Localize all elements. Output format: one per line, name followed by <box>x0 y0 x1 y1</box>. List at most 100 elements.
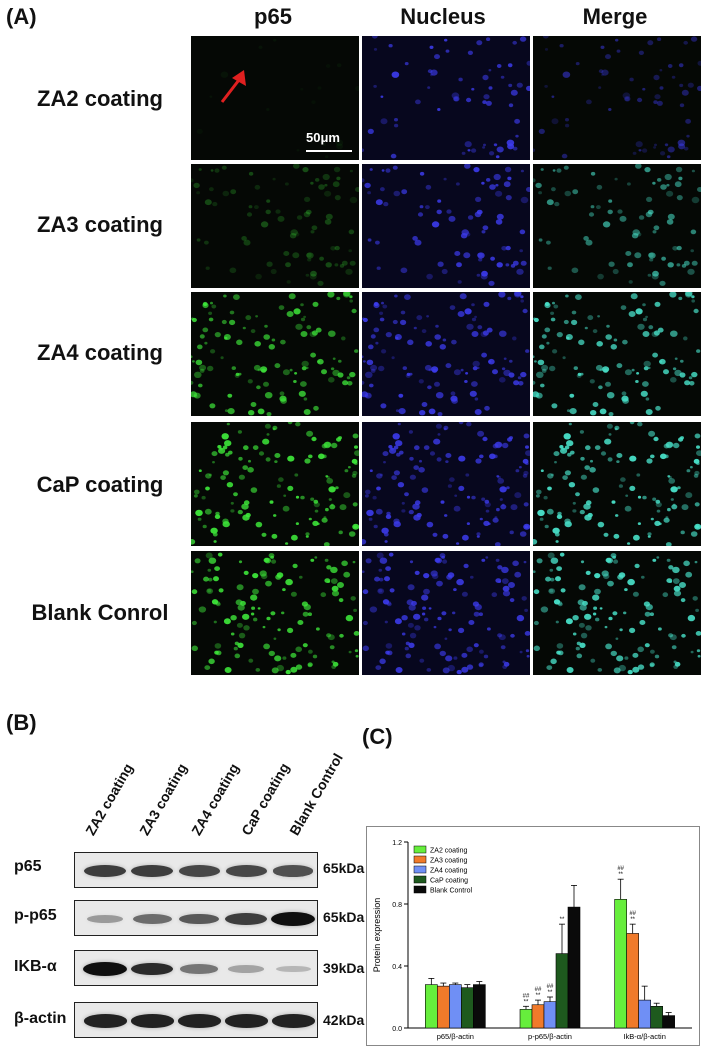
blot-band-p-p65-lane-3 <box>179 913 219 925</box>
microscopy-image-merge-row-1 <box>533 36 701 160</box>
microscopy-image-p65-row-5 <box>191 551 359 675</box>
blot-band-p-p65-lane-2 <box>132 914 172 924</box>
lane-label-za4: ZA4 coating <box>188 760 243 838</box>
blot-name-beta-actin: β-actin <box>14 1010 67 1027</box>
blot-name-p65: p65 <box>14 858 42 875</box>
x-tick-label: IkB-α/β-actin <box>623 1032 665 1041</box>
bar <box>425 984 438 1029</box>
blot-band-p65-lane-4 <box>225 865 267 877</box>
red-arrow-icon <box>220 70 246 103</box>
legend-swatch <box>413 875 427 884</box>
column-header-p65: p65 <box>254 4 292 29</box>
blot-band-p-p65-lane-1 <box>86 915 124 923</box>
blot-strip-ikb-alpha <box>74 950 318 986</box>
blot-band-p-p65-lane-5 <box>271 912 315 926</box>
blot-band-p65-lane-3 <box>178 865 220 877</box>
lane-label-za3: ZA3 coating <box>136 760 191 838</box>
legend-swatch <box>413 885 427 894</box>
blot-band-beta-actin-lane-3 <box>177 1014 221 1028</box>
bar <box>626 933 639 1029</box>
row-label-za2: ZA2 coating <box>37 86 163 111</box>
bar <box>567 906 581 1029</box>
row-label-za4: ZA4 coating <box>37 340 163 365</box>
microscopy-image-p65-row-2 <box>191 164 359 288</box>
blot-band-ikb-alpha-lane-3 <box>179 964 219 974</box>
significance-mark: ** <box>630 917 635 923</box>
y-tick-label: 0.4 <box>392 964 402 971</box>
significance-mark: ## <box>547 984 554 990</box>
microscopy-image-merge-row-5 <box>533 551 701 675</box>
blot-name-p-p65: p-p65 <box>14 907 57 924</box>
blot-band-p65-lane-2 <box>131 865 173 877</box>
bar <box>638 999 651 1029</box>
column-header-merge: Merge <box>582 4 648 29</box>
legend-label: CaP coating <box>430 878 468 885</box>
significance-mark: ** <box>560 917 565 923</box>
blot-band-p65-lane-1 <box>84 865 126 877</box>
panel-c-label: (C) <box>362 724 393 749</box>
bar <box>662 1015 675 1029</box>
panel-a-label: (A) <box>6 4 37 29</box>
panel-b-label: (B) <box>6 710 37 735</box>
legend-swatch <box>413 865 427 874</box>
y-tick-label: 1.2 <box>392 840 402 847</box>
bar <box>555 953 569 1029</box>
microscopy-image-merge-row-3 <box>533 292 701 416</box>
blot-band-ikb-alpha-lane-2 <box>130 962 174 976</box>
legend-swatch <box>413 845 427 854</box>
significance-mark: ## <box>535 987 542 993</box>
y-tick-label: 0.0 <box>392 1026 402 1033</box>
blot-band-p65-lane-5 <box>272 865 314 877</box>
significance-mark: ** <box>536 993 541 999</box>
bar <box>519 1009 533 1029</box>
microscopy-image-nucleus-row-3 <box>362 292 530 416</box>
significance-mark: ** <box>524 999 529 1005</box>
bar <box>531 1004 545 1029</box>
chart-svg: 0.0 0.4 0.8 1.2 Protein expression p65/β-acti… <box>366 826 700 1046</box>
blot-kda-p-p65: 65kDa <box>323 909 365 925</box>
row-label-cap: CaP coating <box>36 472 164 497</box>
protein-expression-chart: 0.0 0.4 0.8 1.2 Protein expression p65/β-acti… <box>366 826 700 1046</box>
y-axis-label: Protein expression <box>372 898 382 973</box>
lane-label-za2: ZA2 coating <box>82 760 137 838</box>
significance-mark: ## <box>523 993 530 999</box>
microscopy-image-nucleus-row-2 <box>362 164 530 288</box>
microscopy-image-nucleus-row-4 <box>362 422 530 546</box>
blot-band-beta-actin-lane-5 <box>271 1014 315 1028</box>
row-label-blank: Blank Conrol <box>31 600 169 625</box>
blot-kda-beta-actin: 42kDa <box>323 1012 365 1028</box>
x-tick-label: p65/β-actin <box>437 1032 474 1041</box>
microscopy-image-p65-row-3 <box>191 292 359 416</box>
blot-strip-p-p65 <box>74 900 318 936</box>
bar <box>543 1001 557 1029</box>
significance-mark: ## <box>629 911 636 917</box>
blot-band-ikb-alpha-lane-1 <box>83 962 127 976</box>
legend-swatch <box>413 855 427 864</box>
bar <box>437 985 450 1029</box>
chart-frame <box>366 826 700 1046</box>
blot-kda-ikb-alpha: 39kDa <box>323 960 365 976</box>
blot-strip-p65 <box>74 852 318 888</box>
legend-label: ZA2 coating <box>430 848 467 855</box>
lane-label-cap: CaP coating <box>238 760 293 838</box>
blot-band-ikb-alpha-lane-4 <box>228 965 264 973</box>
blot-kda-p65: 65kDa <box>323 860 365 876</box>
significance-mark: ** <box>548 990 553 996</box>
microscopy-image-p65-row-1 <box>191 36 359 160</box>
microscopy-image-merge-row-2 <box>533 164 701 288</box>
blot-band-beta-actin-lane-1 <box>83 1014 127 1028</box>
blot-band-beta-actin-lane-2 <box>130 1014 174 1028</box>
bar <box>461 987 474 1029</box>
y-tick-label: 0.8 <box>392 902 402 909</box>
microscopy-image-merge-row-4 <box>533 422 701 546</box>
bar <box>650 1006 663 1029</box>
blot-band-beta-actin-lane-4 <box>224 1014 268 1028</box>
significance-mark: ## <box>617 866 624 872</box>
blot-strip-beta-actin <box>74 1002 318 1038</box>
significance-mark: ** <box>618 872 623 878</box>
bar <box>614 899 627 1029</box>
microscopy-image-nucleus-row-1 <box>362 36 530 160</box>
microscopy-image-nucleus-row-5 <box>362 551 530 675</box>
bar <box>473 984 486 1029</box>
blot-band-ikb-alpha-lane-5 <box>275 965 311 973</box>
